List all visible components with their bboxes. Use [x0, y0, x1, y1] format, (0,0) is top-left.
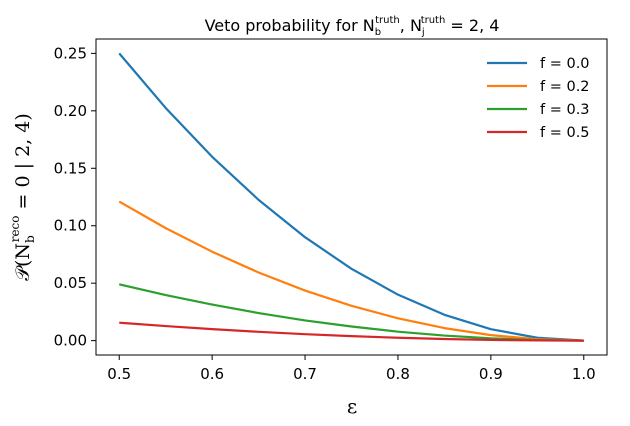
x-tick-label: 1.0	[572, 365, 596, 383]
x-axis-ticks: 0.5 0.6 0.7 0.8 0.9 1.0	[107, 355, 596, 383]
y-axis-ticks: 0.00 0.05 0.10 0.15 0.20 0.25	[54, 44, 96, 350]
x-tick-label: 0.7	[293, 365, 317, 383]
x-tick-label: 0.5	[107, 365, 131, 383]
series-lines	[118, 52, 584, 342]
y-tick-label: 0.15	[54, 159, 87, 177]
series-line-3	[119, 321, 584, 342]
y-tick-label: 0.00	[54, 332, 87, 350]
y-tick-label: 0.10	[54, 217, 87, 235]
ylabel-sup: reco	[8, 216, 22, 243]
ylabel-suffix: = 0 | 2, 4)	[12, 113, 34, 215]
legend-label-3: f = 0.5	[540, 125, 590, 141]
title-mid: , N	[400, 16, 422, 35]
x-tick-label: 0.8	[386, 365, 410, 383]
title-sup2: truth	[421, 15, 446, 26]
title-prefix: Veto probability for N	[205, 16, 375, 35]
series-line-0	[118, 52, 584, 342]
legend-label-0: f = 0.0	[540, 56, 590, 72]
title-suffix: = 2, 4	[445, 16, 499, 35]
ylabel-sub: b	[23, 235, 37, 243]
series-line-1	[118, 200, 584, 342]
y-tick-label: 0.05	[54, 274, 87, 292]
legend-label-1: f = 0.2	[540, 79, 590, 95]
chart-title: Veto probability for Nbtruth, Njtruth = …	[205, 15, 500, 38]
legend: f = 0.0 f = 0.2 f = 0.3 f = 0.5	[487, 56, 590, 141]
title-sub2: j	[421, 27, 425, 38]
plot-frame	[95, 38, 608, 356]
x-axis-label: ε	[347, 394, 357, 418]
y-tick-label: 0.20	[54, 102, 87, 120]
y-tick-label: 0.25	[54, 44, 87, 62]
title-sup1: truth	[375, 15, 400, 26]
ylabel-prefix: 𝒫(N	[12, 243, 34, 281]
y-axis-label: 𝒫(Nbreco = 0 | 2, 4)	[8, 113, 37, 280]
x-tick-label: 0.6	[200, 365, 224, 383]
x-tick-label: 0.9	[479, 365, 503, 383]
series-line-2	[118, 283, 584, 342]
legend-label-2: f = 0.3	[540, 102, 590, 118]
title-sub1: b	[375, 27, 381, 38]
